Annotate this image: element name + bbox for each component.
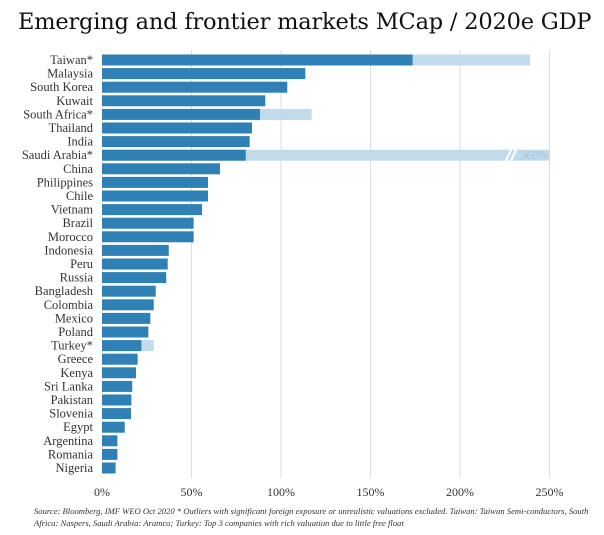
x-tick-label: 100% (267, 485, 295, 499)
bar-excluding-outliers (102, 204, 203, 216)
bar-excluding-outliers (102, 136, 250, 148)
bar-excluding-outliers (102, 95, 266, 107)
category-label: Saudi Arabia* (22, 148, 93, 162)
x-tick-label: 250% (536, 485, 564, 499)
annotations: 360% (504, 148, 549, 163)
bar-excluding-outliers (102, 353, 138, 365)
category-label: Colombia (44, 298, 94, 312)
category-label: Brazil (62, 216, 93, 230)
category-label: India (67, 135, 93, 149)
category-label: Turkey* (51, 339, 93, 353)
category-label: Sri Lanka (44, 379, 93, 393)
chart-title: Emerging and frontier markets MCap / 202… (18, 9, 592, 35)
x-tick-label: 50% (181, 485, 203, 499)
bar-annotation: 360% (520, 148, 549, 162)
source-note: Source: Bloomberg, IMF WEO Oct 2020 * Ou… (34, 506, 589, 528)
category-label: South Africa* (23, 107, 93, 121)
bar-excluding-outliers (102, 394, 132, 406)
bar-excluding-outliers (102, 108, 261, 120)
category-label: Russia (60, 271, 94, 285)
bar-excluding-outliers (102, 217, 194, 229)
bar-including-outliers (102, 149, 550, 161)
category-label: Kuwait (56, 94, 93, 108)
category-label: Vietnam (51, 203, 94, 217)
bar-excluding-outliers (102, 312, 151, 324)
category-label: Pakistan (51, 393, 94, 407)
category-label: Argentina (43, 434, 93, 448)
bar-excluding-outliers (102, 258, 168, 270)
bar-excluding-outliers (102, 244, 169, 256)
bar-excluding-outliers (102, 408, 131, 420)
bar-excluding-outliers (102, 54, 413, 66)
axis-break-mark (504, 148, 513, 163)
bar-excluding-outliers (102, 272, 167, 284)
category-label: Greece (58, 352, 94, 366)
axis-break-mark (509, 148, 518, 163)
category-label: Egypt (63, 420, 93, 434)
bar-excluding-outliers (102, 285, 156, 297)
x-axis-ticks: 0% 50% 100% 150% 200% 250% (94, 485, 564, 499)
x-tick-label: 0% (94, 485, 110, 499)
category-label: Kenya (60, 366, 93, 380)
category-label: Slovenia (49, 407, 93, 421)
category-label: Nigeria (56, 461, 94, 475)
category-label: Bangladesh (35, 284, 94, 298)
category-label: Taiwan* (50, 53, 93, 67)
bar-excluding-outliers (102, 68, 306, 80)
bar-excluding-outliers (102, 231, 194, 243)
bar-excluding-outliers (102, 421, 125, 433)
gridlines (191, 50, 550, 479)
category-label: China (63, 162, 93, 176)
category-label: Indonesia (44, 243, 93, 257)
bars (102, 54, 550, 474)
x-tick-label: 200% (446, 485, 474, 499)
bar-excluding-outliers (102, 176, 208, 188)
category-label: Morocco (48, 230, 93, 244)
category-label: Romania (48, 447, 94, 461)
category-label: Philippines (37, 175, 93, 189)
category-label: Chile (66, 189, 94, 203)
category-label: Peru (70, 257, 94, 271)
bar-excluding-outliers (102, 462, 116, 474)
category-label: Thailand (49, 121, 94, 135)
bar-excluding-outliers (102, 122, 253, 134)
bar-excluding-outliers (102, 380, 133, 392)
bar-excluding-outliers (102, 163, 220, 175)
category-label: Mexico (55, 311, 93, 325)
bar-excluding-outliers (102, 367, 137, 379)
bar-excluding-outliers (102, 326, 149, 338)
bar-excluding-outliers (102, 81, 288, 93)
category-label: Malaysia (47, 67, 93, 81)
bar-excluding-outliers (102, 190, 208, 202)
x-tick-label: 150% (357, 485, 385, 499)
bar-excluding-outliers (102, 448, 118, 460)
bar-excluding-outliers (102, 340, 142, 352)
bar-excluding-outliers (102, 149, 246, 161)
category-label: South Korea (30, 80, 93, 94)
bar-excluding-outliers (102, 435, 118, 447)
bar-excluding-outliers (102, 299, 154, 311)
category-label: Poland (58, 325, 93, 339)
